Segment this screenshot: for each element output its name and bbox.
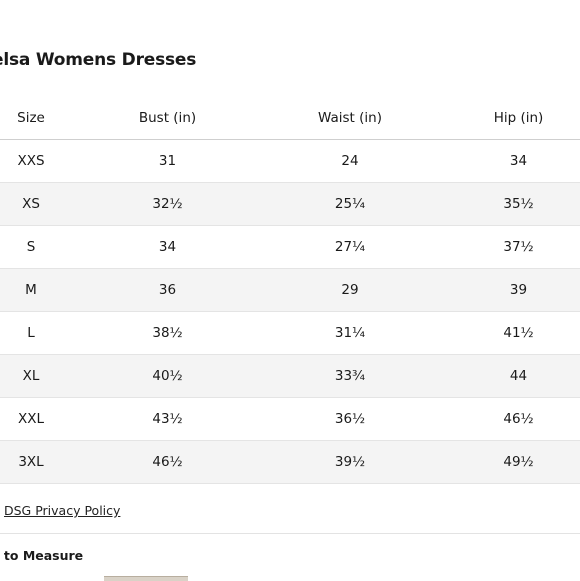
hip-cell: 37½ [435, 225, 580, 269]
bust-column-header: Bust (in) [70, 97, 265, 140]
table-row: S 34 27¼ 37½ [0, 225, 580, 269]
measure-guide-image [104, 576, 188, 581]
table-row: M 36 29 39 [0, 268, 580, 312]
table-row: XS 32½ 25¼ 35½ [0, 182, 580, 226]
size-cell: XL [0, 354, 70, 398]
size-chart-table: Size Bust (in) Waist (in) Hip (in) XXS 3… [0, 97, 580, 484]
bust-cell: 32½ [70, 182, 265, 226]
privacy-policy-link[interactable]: DSG Privacy Policy [4, 503, 121, 518]
bust-cell: 34 [70, 225, 265, 269]
waist-cell: 25¼ [265, 182, 435, 226]
size-cell: XXL [0, 397, 70, 441]
bust-cell: 36 [70, 268, 265, 312]
bust-cell: 46½ [70, 440, 265, 484]
size-cell: M [0, 268, 70, 312]
size-cell: XXS [0, 139, 70, 183]
waist-cell: 31¼ [265, 311, 435, 355]
waist-column-header: Waist (in) [265, 97, 435, 140]
table-header-row: Size Bust (in) Waist (in) Hip (in) [0, 97, 580, 140]
waist-cell: 29 [265, 268, 435, 312]
size-column-header: Size [0, 97, 70, 140]
waist-cell: 39½ [265, 440, 435, 484]
table-row: XXS 31 24 34 [0, 139, 580, 183]
size-cell: 3XL [0, 440, 70, 484]
size-cell: S [0, 225, 70, 269]
table-row: L 38½ 31¼ 41½ [0, 311, 580, 355]
table-row: 3XL 46½ 39½ 49½ [0, 440, 580, 484]
hip-cell: 34 [435, 139, 580, 183]
bust-cell: 40½ [70, 354, 265, 398]
size-cell: XS [0, 182, 70, 226]
table-row: XXL 43½ 36½ 46½ [0, 397, 580, 441]
waist-cell: 36½ [265, 397, 435, 441]
hip-cell: 46½ [435, 397, 580, 441]
how-to-measure-heading: w to Measure [0, 548, 84, 563]
bust-cell: 43½ [70, 397, 265, 441]
hip-cell: 35½ [435, 182, 580, 226]
waist-cell: 27¼ [265, 225, 435, 269]
bust-cell: 31 [70, 139, 265, 183]
bust-cell: 38½ [70, 311, 265, 355]
hip-cell: 39 [435, 268, 580, 312]
hip-cell: 44 [435, 354, 580, 398]
section-divider [0, 533, 580, 534]
size-chart-title: elsa Womens Dresses [0, 50, 197, 70]
size-cell: L [0, 311, 70, 355]
waist-cell: 33¾ [265, 354, 435, 398]
table-row: XL 40½ 33¾ 44 [0, 354, 580, 398]
waist-cell: 24 [265, 139, 435, 183]
hip-cell: 41½ [435, 311, 580, 355]
hip-column-header: Hip (in) [435, 97, 580, 140]
hip-cell: 49½ [435, 440, 580, 484]
